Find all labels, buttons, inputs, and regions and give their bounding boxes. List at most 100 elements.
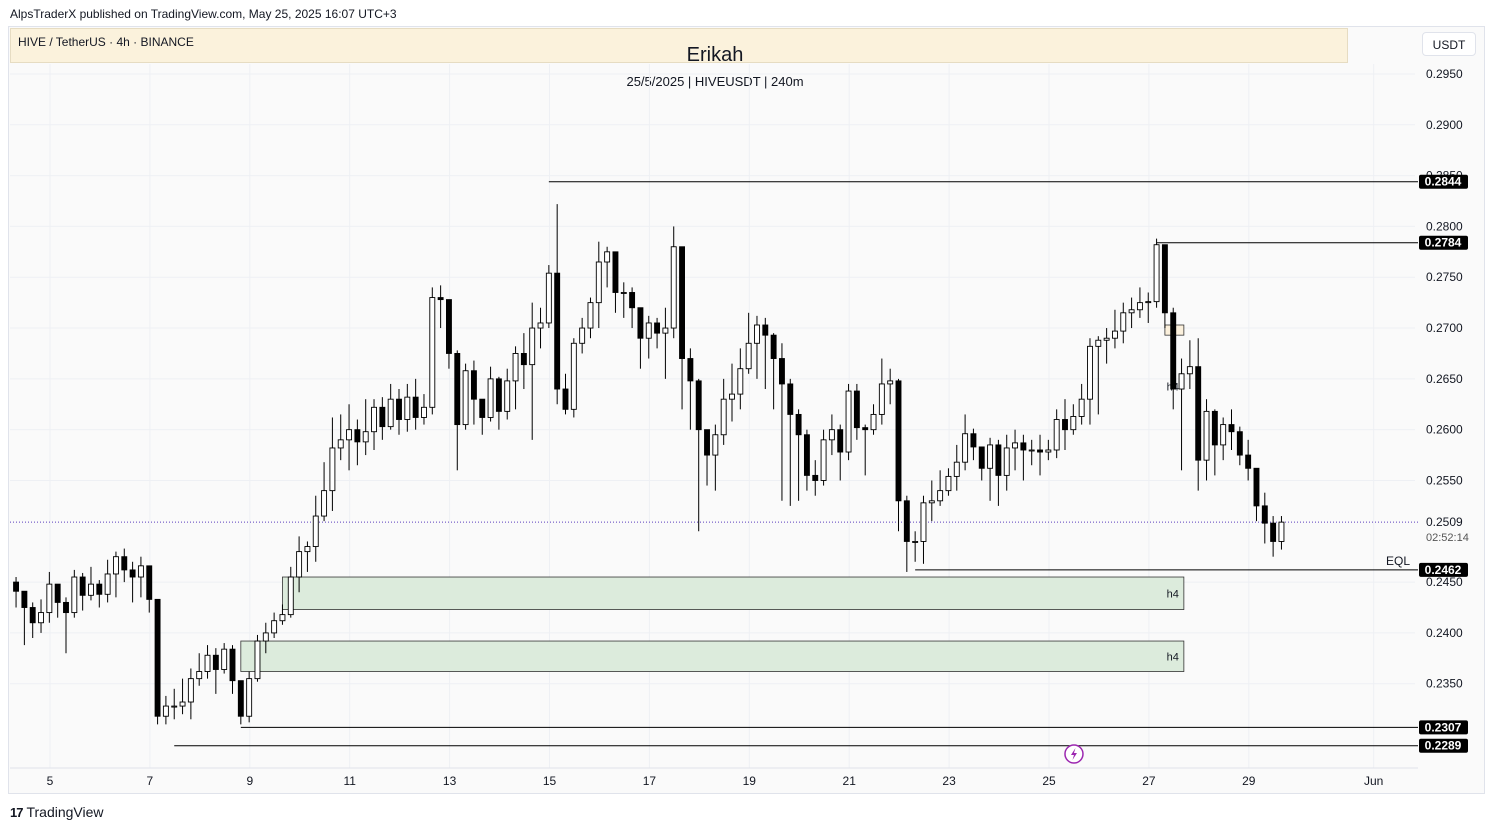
- candle-body: [104, 573, 111, 595]
- candle-body: [953, 461, 960, 477]
- candle: [1120, 302, 1127, 344]
- candle: [962, 414, 969, 471]
- candle-body: [837, 429, 844, 453]
- candle: [46, 571, 53, 623]
- candle-body: [1078, 398, 1085, 417]
- candle: [1270, 516, 1277, 557]
- candle: [54, 583, 61, 618]
- candle-body: [1261, 505, 1268, 524]
- candle: [454, 350, 461, 471]
- candle: [662, 307, 669, 379]
- candle-body: [246, 678, 253, 717]
- candle-body: [679, 246, 685, 359]
- candle-body: [337, 439, 344, 449]
- candle: [729, 363, 735, 422]
- price-label: 0.2289: [1425, 739, 1462, 753]
- candle-body: [1220, 424, 1227, 446]
- candle: [762, 317, 769, 390]
- candle-body: [154, 598, 161, 717]
- candle: [995, 439, 1002, 506]
- candle: [212, 648, 219, 694]
- candle-body: [162, 705, 169, 717]
- candle-body: [670, 246, 677, 329]
- candle: [779, 343, 785, 501]
- candle-body: [1145, 301, 1152, 304]
- candle-body: [437, 297, 444, 301]
- candle-body: [29, 607, 36, 624]
- candle: [396, 389, 402, 435]
- candle: [737, 348, 744, 410]
- candle-body: [820, 439, 827, 481]
- candle-body: [1228, 424, 1235, 433]
- candle: [795, 409, 802, 501]
- candle: [362, 399, 369, 456]
- candle-body: [79, 576, 86, 596]
- candle: [1078, 383, 1085, 425]
- x-tick-label: 15: [543, 774, 557, 788]
- candle: [970, 428, 977, 461]
- candle: [620, 282, 627, 318]
- candle-body: [737, 368, 744, 395]
- candle-body: [762, 324, 769, 336]
- candle: [429, 287, 436, 415]
- candle-body: [887, 380, 894, 385]
- candle-body: [620, 292, 627, 294]
- candle: [421, 394, 427, 425]
- candle: [878, 358, 885, 425]
- candle-body: [221, 648, 228, 670]
- candle: [104, 559, 111, 603]
- candle: [1170, 307, 1177, 410]
- candle-body: [229, 648, 236, 682]
- candle: [812, 460, 819, 496]
- candle: [404, 383, 411, 432]
- candle-body: [387, 398, 394, 428]
- price-label: 0.2462: [1425, 563, 1462, 577]
- candle-body: [1161, 244, 1168, 314]
- candle-body: [962, 433, 969, 463]
- candle: [953, 444, 960, 491]
- candle-body: [121, 556, 128, 571]
- candle: [1245, 439, 1252, 481]
- candle: [495, 376, 502, 430]
- candle: [629, 287, 636, 329]
- currency-button[interactable]: USDT: [1422, 32, 1476, 56]
- candle: [88, 566, 94, 601]
- candle: [487, 366, 494, 422]
- price-label-box: [1419, 235, 1468, 250]
- candle-body: [446, 299, 452, 354]
- candle: [745, 312, 752, 374]
- candle-body: [629, 292, 636, 309]
- candle: [862, 424, 869, 476]
- candle-body: [1087, 345, 1093, 400]
- candle: [978, 446, 985, 481]
- candle: [820, 429, 827, 486]
- candle: [171, 688, 178, 720]
- tradingview-brand[interactable]: 17 TradingView: [10, 804, 104, 820]
- candle: [1178, 358, 1185, 471]
- candle: [13, 577, 20, 608]
- price-label-box: [1419, 720, 1468, 735]
- candle: [187, 668, 194, 720]
- candle-body: [770, 334, 777, 359]
- candle-body: [745, 342, 752, 370]
- candle: [371, 399, 377, 450]
- candle: [1070, 404, 1077, 435]
- candle: [321, 462, 328, 522]
- candle: [1003, 434, 1010, 491]
- y-tick-label: 0.2400: [1426, 626, 1463, 640]
- symbol-info[interactable]: HIVE / TetherUS · 4h · BINANCE: [18, 35, 194, 49]
- lightning-icon[interactable]: [1064, 744, 1084, 764]
- candle: [1228, 409, 1235, 450]
- candle: [1095, 336, 1102, 415]
- candle-body: [187, 678, 194, 703]
- candle-body: [1211, 410, 1218, 446]
- candle-body: [870, 413, 877, 431]
- candle-body: [895, 380, 902, 502]
- candle-body: [1195, 366, 1202, 461]
- candle: [1278, 516, 1285, 550]
- candle: [1236, 426, 1243, 466]
- last-price-label: 0.2509: [1426, 515, 1463, 529]
- candle-body: [928, 500, 935, 504]
- candle: [645, 315, 652, 359]
